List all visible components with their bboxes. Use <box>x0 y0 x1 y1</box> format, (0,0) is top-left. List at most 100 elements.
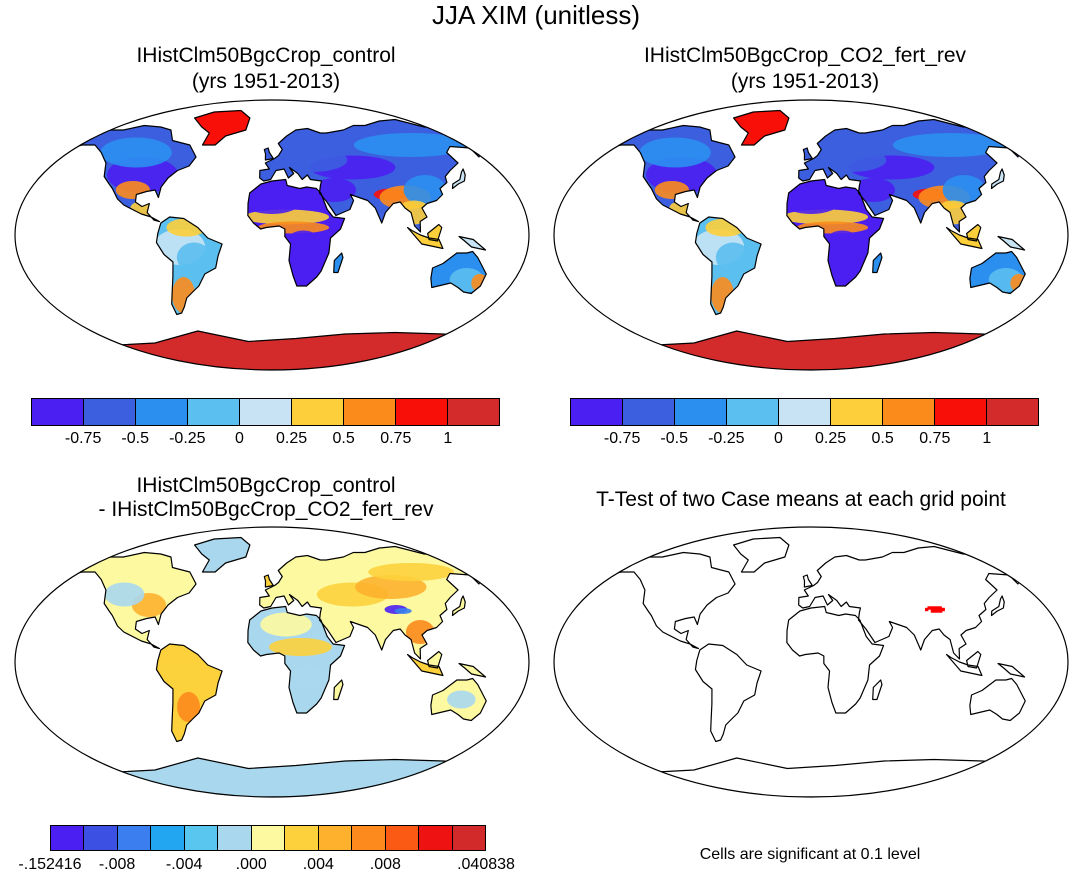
value-patch <box>825 230 860 255</box>
coastline-northamerica <box>603 124 736 223</box>
colorbar-swatch <box>84 826 118 850</box>
coastline-madagascar <box>872 252 883 274</box>
coastline-madagascar <box>333 252 344 274</box>
coastline-uk <box>802 147 813 161</box>
coastline-northamerica <box>64 124 197 223</box>
colorbar-swatch <box>831 399 883 425</box>
coastline-borneo <box>427 223 443 242</box>
coastline-madagascar <box>872 679 883 701</box>
coastline-japan <box>990 595 1005 617</box>
land-fill-japan <box>452 596 466 616</box>
colorbar-swatch <box>188 399 240 425</box>
coastline-newguinea <box>458 662 487 678</box>
value-patch <box>639 137 711 168</box>
colorbar-tick-label: 0 <box>234 430 244 447</box>
colorbar-tick-label: 1 <box>982 430 992 447</box>
colorbar-tick-label: -0.75 <box>64 430 102 447</box>
significant-cell <box>930 609 935 613</box>
coastline-uk <box>263 147 274 161</box>
land-fill-japan <box>991 169 1005 189</box>
value-patch <box>368 563 454 581</box>
colorbar-swatch <box>987 399 1038 425</box>
map-panel-difference <box>14 526 530 798</box>
map-panel-ttest <box>553 526 1069 798</box>
value-patch <box>313 178 357 202</box>
colorbar-swatch <box>184 826 219 850</box>
coastline-borneo <box>427 650 443 669</box>
coastline-australia <box>430 250 487 295</box>
colorbar-swatch <box>136 399 188 425</box>
coastline-greenland <box>732 109 790 146</box>
colorbar-swatch <box>240 399 292 425</box>
significant-cell <box>941 607 945 612</box>
coastline-australia <box>969 677 1026 722</box>
colorbar-swatch <box>151 826 185 850</box>
value-patches <box>104 563 476 722</box>
coastline-southamerica <box>155 643 223 743</box>
colorbar-swatch <box>623 399 675 425</box>
map-border <box>553 526 1069 798</box>
value-patch <box>243 190 301 214</box>
significant-cell <box>932 606 937 610</box>
panel-3-subtitle: - IHistClm50BgcCrop_CO2_fert_rev <box>98 498 434 521</box>
coastline-japan <box>451 595 466 617</box>
significant-cell <box>930 606 934 610</box>
colorbar-tick-label: 0.5 <box>332 430 355 447</box>
coastline-borneo <box>966 650 982 669</box>
colorbar-swatch <box>883 399 935 425</box>
value-patch <box>403 175 447 205</box>
colorbar-tick-label: -0.25 <box>708 430 745 447</box>
coastline-antarctica <box>593 757 1029 797</box>
colorbar-tick-label: 0.75 <box>919 430 951 447</box>
value-patches <box>639 133 1028 313</box>
colorbar-swatch <box>419 826 453 850</box>
coastline-indonesia <box>406 226 444 250</box>
colorbar-swatch <box>448 399 499 425</box>
colorbar-tick-label: .000 <box>235 856 267 873</box>
colorbar-tick-label: .004 <box>302 856 334 873</box>
land-fill-greenland <box>733 110 789 145</box>
colorbar-swatch <box>344 399 396 425</box>
colorbar-tick-label: 1 <box>443 430 453 447</box>
coastline-japan <box>451 168 466 190</box>
coastline-madagascar <box>333 679 344 701</box>
value-patch <box>177 692 200 722</box>
coastline-borneo <box>966 223 982 242</box>
colorbar-swatch <box>352 826 386 850</box>
land-fill-greenland <box>194 537 250 572</box>
value-patch <box>782 190 840 214</box>
ttest-significance-note: Cells are significant at 0.1 level <box>699 846 921 863</box>
colorbar-difference <box>50 825 486 851</box>
value-patch <box>942 175 986 205</box>
coastline-antarctica <box>54 757 490 797</box>
land-fill-uk <box>803 148 813 160</box>
coastline-antarctica <box>54 330 490 370</box>
colorbar-swatch <box>32 399 84 425</box>
value-patch <box>353 133 469 157</box>
coastline-eurasia <box>798 118 1032 233</box>
map-panel-co2-fert-rev <box>553 99 1069 371</box>
panel-1-subtitle: (yrs 1951-2013) <box>191 70 341 93</box>
coastline-eurasia <box>798 545 1032 660</box>
colorbar-co2-fert-rev <box>570 398 1039 426</box>
coastline-africa <box>247 178 346 287</box>
coastline-indonesia <box>945 226 983 250</box>
panel-1-title: IHistClm50BgcCrop_control <box>136 44 396 67</box>
land-fill-indonesia <box>407 654 443 676</box>
land-fill-greenland <box>194 110 250 145</box>
coastline-africa <box>786 178 885 287</box>
colorbar-tick-label: .040838 <box>457 856 515 873</box>
coastline-newguinea <box>458 235 487 251</box>
significant-cell <box>939 609 943 613</box>
value-patch <box>275 148 348 172</box>
land-fill-indonesia <box>407 227 443 249</box>
significant-cell <box>936 609 940 613</box>
significant-cell <box>927 606 931 610</box>
colorbar-tick-label: 0.25 <box>275 430 308 447</box>
land-fill-madagascar <box>872 253 882 273</box>
significant-cell <box>935 606 940 610</box>
coastline-africa <box>786 605 885 714</box>
coastline-greenland <box>193 536 251 573</box>
panel-3-title: IHistClm50BgcCrop_control <box>136 474 396 497</box>
coastline-newguinea <box>997 235 1026 251</box>
